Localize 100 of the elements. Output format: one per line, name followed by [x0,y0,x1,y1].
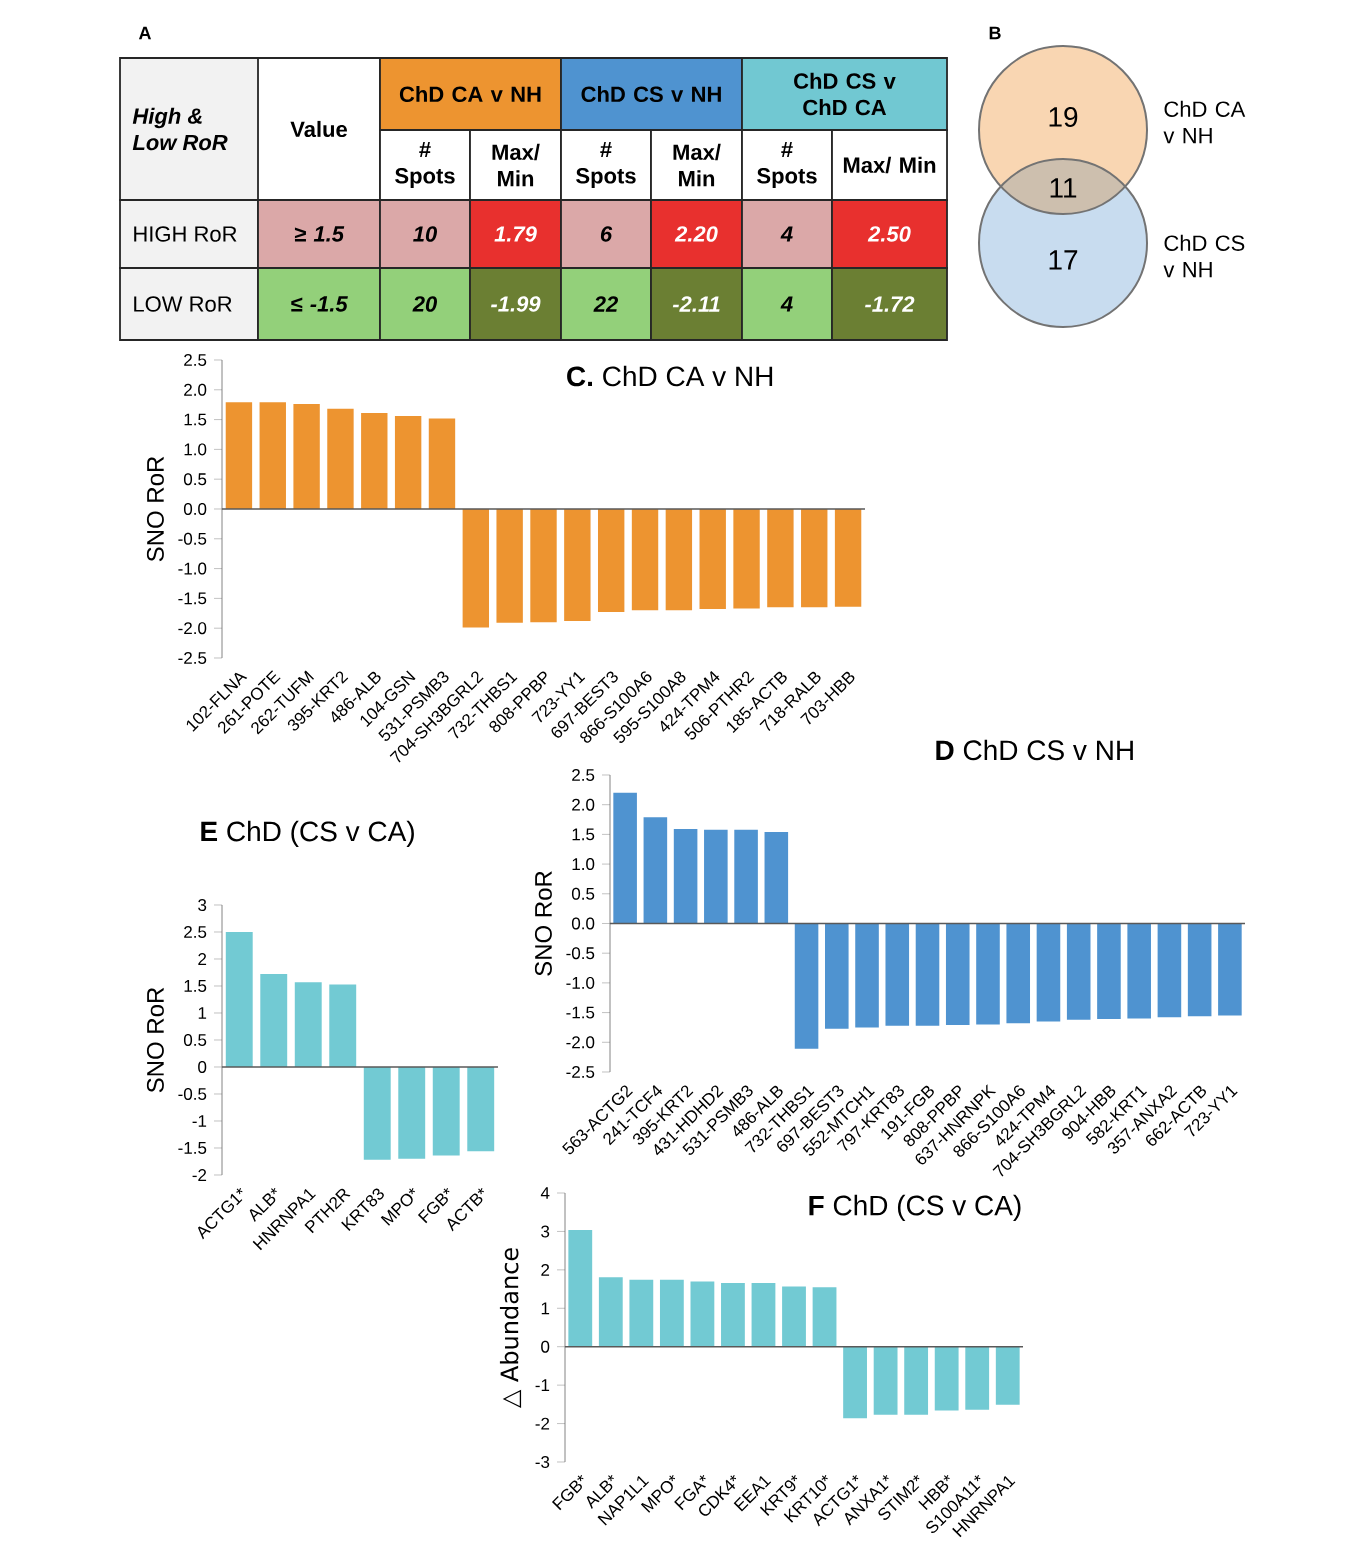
bar [699,508,726,610]
bar [825,923,849,1029]
bar [329,984,357,1067]
category-label: ChD CS v NH [1163,234,1245,278]
y-axis-title: SNO RoR [534,871,552,976]
bar [432,1066,460,1156]
y-tick-label: 2.5 [572,768,595,781]
text: B [989,26,1001,40]
y-tick-label: -1.5 [566,1006,595,1019]
y-tick-label: -0.5 [178,532,207,545]
y-tick-label: 2 [198,953,207,965]
y-tick-label: 2.5 [184,925,207,939]
y-tick-label: 3 [198,898,207,912]
data-label: 19 [1049,107,1078,127]
text: 2.50 [867,226,911,242]
data-label: 17 [1049,250,1078,270]
text: 2.20 [674,226,718,242]
text: 10 [413,226,438,242]
text: Max/ Min [843,156,936,174]
text: ChD CS v ChD CA [794,72,896,116]
text: ≤ -1.5 [291,296,348,312]
bar [855,923,879,1028]
y-axis-title: SNO RoR [146,987,164,1093]
text: 4 [780,226,793,242]
bar [1157,923,1182,1018]
bar [767,508,794,608]
text: High & Low RoR [132,107,228,151]
bar [704,829,728,924]
text: 4 [780,296,793,312]
text: ≥ 1.5 [294,226,345,242]
y-tick-label: 4 [540,1187,550,1199]
text: # Spots [757,142,817,188]
bar [1097,923,1121,1020]
text: Value [290,120,347,138]
bar [665,508,693,611]
y-axis-title: SNO RoR [146,456,164,562]
bar [225,402,253,509]
text: HIGH RoR [134,226,237,242]
bar [293,404,320,509]
y-tick-label: 0.5 [571,887,595,900]
text: -1.72 [865,296,915,312]
bar [673,829,698,924]
text: 1.79 [494,226,537,242]
y-tick-label: 0 [198,1060,207,1073]
bar [260,974,288,1067]
bar [834,508,862,607]
y-tick-label: 1 [198,1007,207,1019]
y-tick-label: -1.5 [178,1142,207,1154]
bar [764,832,789,924]
bar [733,508,760,609]
y-tick-label: -1 [535,1379,550,1391]
bar [597,508,625,613]
chart-title: C. ChD CA v NH [567,365,773,387]
y-tick-label: -1.5 [178,592,207,605]
bar [794,923,819,1049]
bar [598,1277,623,1347]
bar [613,792,637,924]
text: ChD CA v NH [399,85,541,103]
y-tick-label: 0.0 [183,502,207,515]
chart-title: F ChD (CS v CA) [809,1194,1021,1221]
bar [659,1279,684,1347]
text: ChD CS v NH [581,85,721,103]
bar [1036,923,1061,1022]
bar [782,1286,806,1347]
y-tick-label: 2.0 [572,798,595,811]
chart-title: D ChD CS v NH [936,739,1133,761]
y-tick-label: 1.5 [184,980,207,992]
y-tick-label: 2.0 [184,383,207,396]
y-tick-label: -1 [192,1115,207,1127]
bar [568,1229,593,1347]
y-tick-label: -3 [535,1455,550,1468]
category-label: ChD CA v NH [1163,100,1246,144]
text: LOW RoR [134,296,232,312]
text: # Spots [395,142,455,188]
bar [965,1346,990,1410]
bar [873,1346,898,1415]
bar [904,1346,929,1415]
text: 20 [412,296,438,312]
bar [327,408,354,509]
y-tick-label: 3 [541,1225,550,1238]
text: A [138,26,152,40]
bar [394,416,422,509]
y-tick-label: -2.0 [178,622,207,635]
bar [734,829,758,924]
data-label: 11 [1050,178,1077,198]
bar [564,508,591,622]
bar [629,1279,654,1347]
bar [995,1346,1020,1405]
y-tick-label: 1 [541,1302,550,1315]
y-tick-label: 2.5 [184,353,207,366]
bar [1066,923,1091,1020]
bar [1006,923,1031,1024]
bar [1127,923,1151,1019]
bar [751,1282,776,1347]
y-tick-label: -0.5 [178,1087,207,1100]
bar [530,508,557,623]
y-tick-label: 1.5 [184,413,207,426]
y-tick-label: 2 [541,1263,550,1276]
y-tick-label: -2 [535,1417,550,1430]
y-tick-label: -1.0 [566,976,595,989]
